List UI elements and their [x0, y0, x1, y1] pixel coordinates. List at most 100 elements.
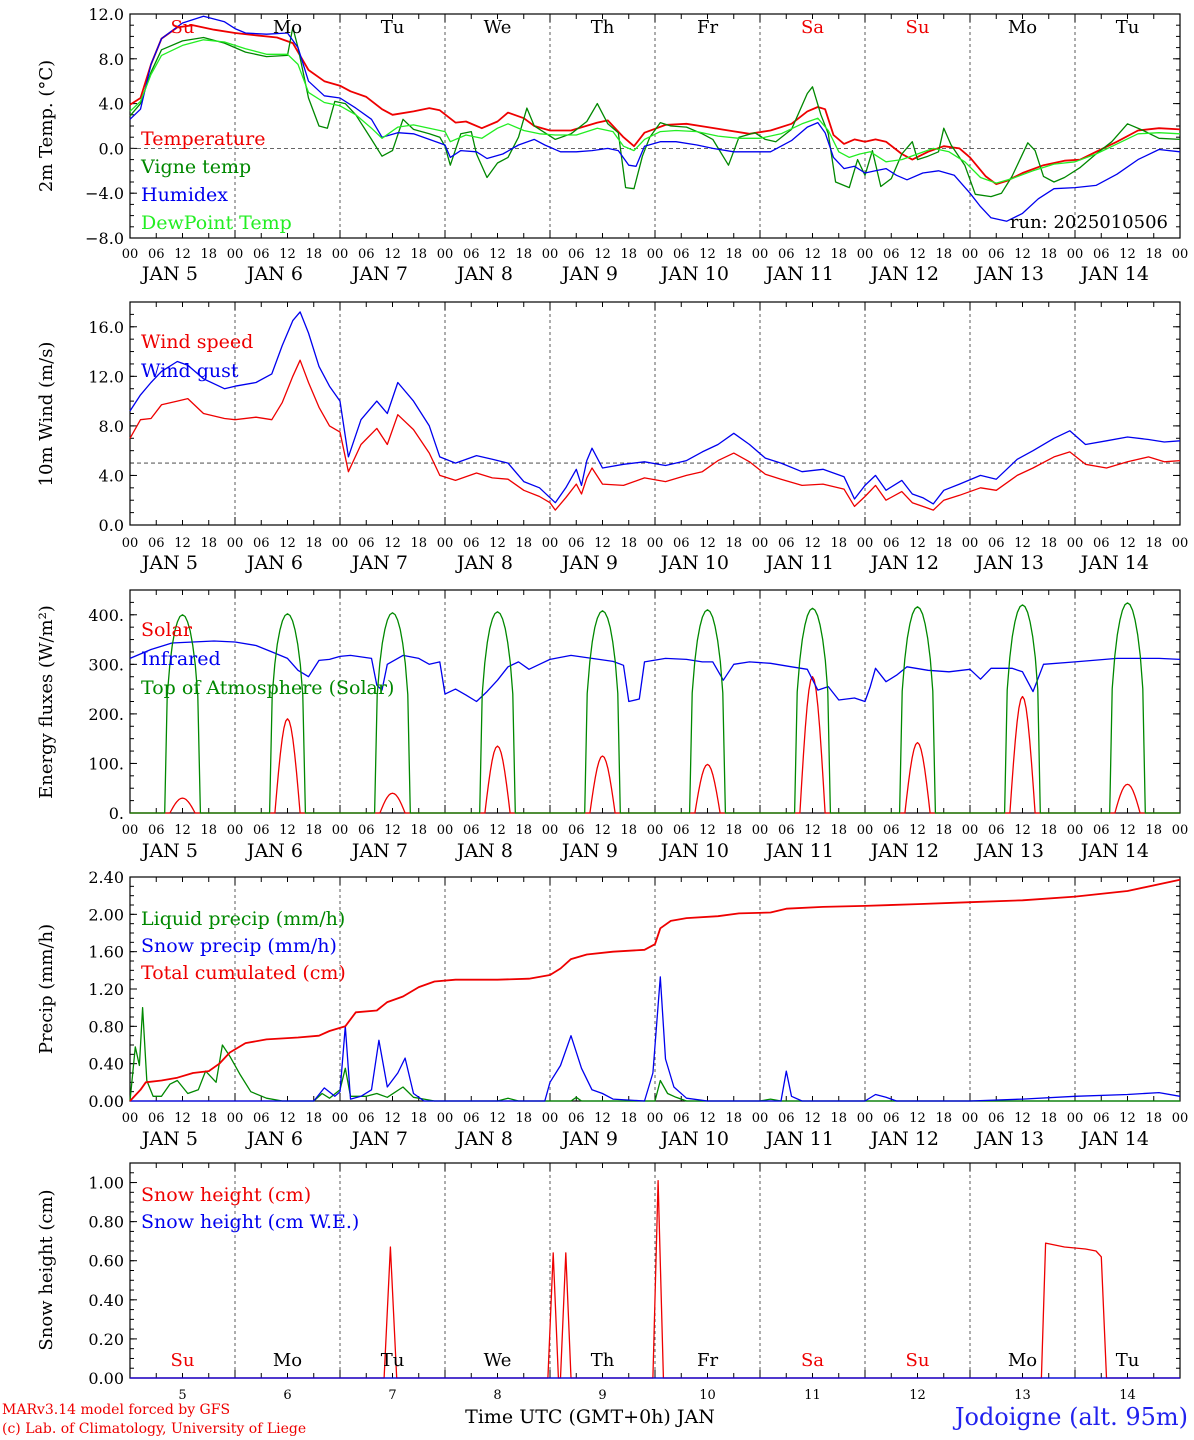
hour-tick-label: 00: [647, 247, 664, 262]
hour-tick-label: 12: [699, 247, 716, 262]
chart-panel-1: 12.0 8.0 4.0 0.0 −4.0 −8.0 2m Temp. (°C) Temper…: [36, 5, 1188, 285]
weekday-label: Tu: [381, 1350, 405, 1371]
chart-panel-3: 400. 300. 200. 100. 0. Energy fluxes (W/m²) So…: [36, 589, 1188, 862]
hour-tick-label: 18: [305, 247, 322, 262]
day-label: JAN 11: [764, 1128, 834, 1150]
day-label: JAN 13: [974, 840, 1044, 862]
hour-tick-label: 18: [1040, 247, 1057, 262]
hour-tick-label: 12: [174, 823, 191, 838]
weekday-label: Tu: [1116, 17, 1140, 38]
hour-tick-label: 06: [148, 1111, 165, 1126]
series-line-snow-precip-mm-h-: [130, 976, 1181, 1102]
hour-tick-label: 06: [988, 823, 1005, 838]
weekday-label: Tu: [381, 17, 405, 38]
hour-tick-label: 12: [909, 247, 926, 262]
hour-tick-label: 18: [410, 1111, 427, 1126]
legend-label: Wind speed: [141, 331, 253, 353]
y-axis-title: Energy fluxes (W/m²): [36, 605, 57, 799]
day-number-label: 14: [1119, 1388, 1136, 1403]
hour-tick-label: 06: [883, 247, 900, 262]
hour-tick-label: 00: [1067, 823, 1084, 838]
legend-label: Snow height (cm W.E.): [141, 1211, 359, 1233]
hour-tick-label: 00: [542, 247, 559, 262]
hour-tick-label: 00: [857, 247, 874, 262]
hour-tick-label: 18: [515, 823, 532, 838]
hour-tick-label: 06: [883, 823, 900, 838]
y-tick-label: 0.40: [88, 1291, 124, 1310]
hour-tick-label: 12: [1014, 247, 1031, 262]
hour-tick-label: 12: [804, 536, 821, 551]
hour-tick-label: 18: [620, 247, 637, 262]
hour-tick-label: 00: [857, 823, 874, 838]
legend-label: Temperature: [141, 128, 265, 150]
hour-tick-label: 06: [463, 1111, 480, 1126]
hour-tick-label: 18: [410, 823, 427, 838]
y-tick-label: 300.: [88, 655, 124, 674]
weekday-label: Sa: [801, 17, 824, 38]
day-label: JAN 5: [140, 1128, 198, 1150]
day-label: JAN 8: [455, 1128, 513, 1150]
hour-tick-label: 06: [463, 823, 480, 838]
weekday-label: Su: [906, 17, 930, 38]
legend-label: Humidex: [141, 184, 228, 206]
hour-tick-label: 12: [384, 1111, 401, 1126]
hour-tick-label: 06: [568, 823, 585, 838]
day-label: JAN 7: [350, 1128, 408, 1150]
day-label: JAN 14: [1079, 840, 1149, 862]
hour-tick-label: 18: [830, 536, 847, 551]
hour-tick-label: 12: [699, 823, 716, 838]
hour-tick-label: 12: [489, 536, 506, 551]
series-line-temperature: [129, 24, 1181, 186]
y-tick-label: 200.: [88, 705, 124, 724]
hour-tick-label: 12: [279, 823, 296, 838]
hour-tick-label: 18: [305, 1111, 322, 1126]
hour-tick-label: 00: [752, 1111, 769, 1126]
weekday-label: Mo: [273, 1350, 302, 1371]
hour-tick-label: 12: [174, 247, 191, 262]
hour-tick-label: 00: [962, 536, 979, 551]
hour-tick-label: 18: [200, 823, 217, 838]
hour-tick-label: 12: [1119, 1111, 1136, 1126]
day-label: JAN 12: [869, 1128, 939, 1150]
day-label: JAN 9: [560, 552, 618, 574]
run-label: run: 2025010506: [1010, 212, 1168, 233]
weekday-label: Sa: [801, 1350, 824, 1371]
day-label: JAN 14: [1079, 552, 1149, 574]
y-tick-label: 0.00: [88, 1369, 124, 1388]
day-label: JAN 14: [1079, 1128, 1149, 1150]
day-label: JAN 5: [140, 840, 198, 862]
hour-tick-label: 00: [1172, 536, 1189, 551]
y-axis-title: Snow height (cm): [36, 1189, 57, 1350]
hour-tick-label: 06: [988, 536, 1005, 551]
weekday-label: Fr: [697, 1350, 718, 1371]
hour-tick-label: 06: [358, 247, 375, 262]
hour-tick-label: 12: [594, 247, 611, 262]
hour-tick-label: 18: [620, 1111, 637, 1126]
hour-tick-label: 00: [1172, 247, 1189, 262]
hour-tick-label: 00: [647, 536, 664, 551]
hour-tick-label: 00: [122, 536, 139, 551]
hour-tick-label: 06: [1093, 823, 1110, 838]
hour-tick-label: 00: [122, 1111, 139, 1126]
day-label: JAN 10: [659, 1128, 729, 1150]
hour-tick-label: 06: [358, 1111, 375, 1126]
hour-tick-label: 06: [883, 536, 900, 551]
hour-tick-label: 00: [1067, 247, 1084, 262]
legend-label: Top of Atmosphere (Solar): [141, 677, 394, 699]
hour-tick-label: 06: [253, 1111, 270, 1126]
day-number-label: 9: [598, 1388, 606, 1403]
day-label: JAN 6: [245, 840, 303, 862]
day-number-label: 10: [699, 1388, 716, 1403]
day-label: JAN 6: [245, 552, 303, 574]
day-number-label: 6: [283, 1388, 291, 1403]
y-tick-label: 2.40: [88, 868, 124, 887]
hour-tick-label: 00: [227, 1111, 244, 1126]
weekday-label: Su: [171, 17, 195, 38]
hour-tick-label: 18: [725, 247, 742, 262]
hour-tick-label: 00: [332, 536, 349, 551]
weekday-label: We: [484, 17, 512, 38]
day-label: JAN 10: [659, 263, 729, 285]
hour-tick-label: 06: [253, 247, 270, 262]
y-tick-label: 0.0: [99, 516, 124, 535]
